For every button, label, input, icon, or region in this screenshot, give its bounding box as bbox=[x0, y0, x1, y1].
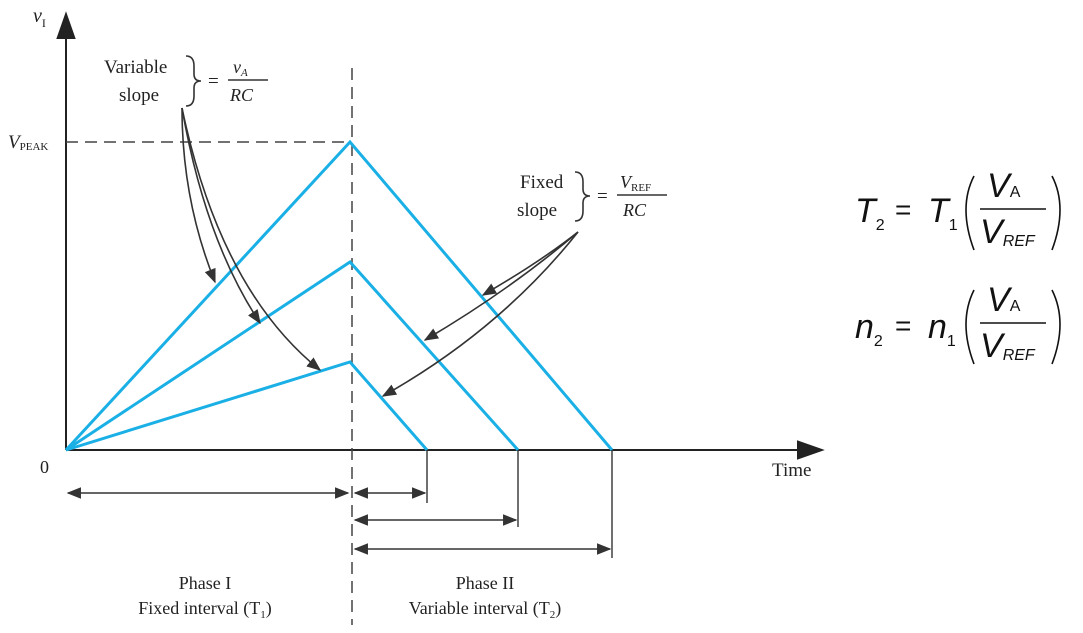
variable-slope-annotation: Variable slope = vA RC bbox=[104, 55, 268, 107]
fixed-slope-arrow-low bbox=[381, 231, 579, 397]
waveform-mid bbox=[65, 260, 520, 452]
peak-label: VPEAK bbox=[8, 132, 48, 153]
svg-text:RC: RC bbox=[229, 85, 254, 105]
svg-text:vA: vA bbox=[233, 57, 248, 79]
equation-n2: n2 = n1 VA VREF bbox=[855, 281, 1061, 365]
variable-slope-arrow-mid bbox=[181, 107, 261, 325]
svg-text:T2: T2 bbox=[855, 192, 885, 234]
y-axis-label: vI bbox=[33, 5, 46, 30]
equation-t2-left-paren bbox=[965, 175, 975, 251]
svg-text:=: = bbox=[597, 186, 608, 207]
phase1-title: Phase I bbox=[179, 573, 232, 593]
svg-text:slope: slope bbox=[517, 200, 557, 221]
phase2-title: Phase II bbox=[456, 573, 514, 593]
svg-text:=: = bbox=[208, 71, 219, 92]
fixed-slope-annotation: Fixed slope = VREF RC bbox=[517, 171, 667, 222]
variable-slope-brace bbox=[185, 55, 202, 107]
waveform-low bbox=[65, 360, 429, 452]
svg-text:=: = bbox=[895, 194, 911, 225]
svg-text:RC: RC bbox=[622, 200, 647, 220]
variable-slope-arrow-low bbox=[181, 107, 322, 371]
svg-text:VREF: VREF bbox=[980, 327, 1036, 365]
svg-text:T1: T1 bbox=[928, 192, 958, 234]
equation-t2-right-paren bbox=[1051, 175, 1061, 251]
svg-text:=: = bbox=[895, 310, 911, 341]
svg-text:VA: VA bbox=[987, 281, 1021, 319]
svg-text:Variable: Variable bbox=[104, 57, 167, 78]
fixed-slope-arrow-mid bbox=[423, 231, 579, 341]
fixed-slope-brace bbox=[574, 171, 591, 222]
phase1-description: Fixed interval (T1) bbox=[138, 598, 271, 621]
phase2-description: Variable interval (T2) bbox=[409, 598, 561, 621]
svg-text:VREF: VREF bbox=[620, 172, 651, 194]
svg-text:VREF: VREF bbox=[980, 213, 1036, 251]
equation-n2-right-paren bbox=[1051, 289, 1061, 365]
equation-n2-left-paren bbox=[965, 289, 975, 365]
svg-text:n2: n2 bbox=[855, 308, 883, 350]
x-axis-label: Time bbox=[772, 460, 811, 481]
svg-text:slope: slope bbox=[119, 85, 159, 106]
svg-text:n1: n1 bbox=[928, 308, 956, 350]
svg-text:Fixed: Fixed bbox=[520, 172, 564, 193]
svg-text:VA: VA bbox=[987, 167, 1021, 205]
origin-label: 0 bbox=[40, 457, 49, 477]
waveform-high bbox=[64, 139, 614, 452]
variable-slope-arrow-high bbox=[181, 107, 216, 284]
equation-t2: T2 = T1 VA VREF bbox=[855, 167, 1061, 251]
